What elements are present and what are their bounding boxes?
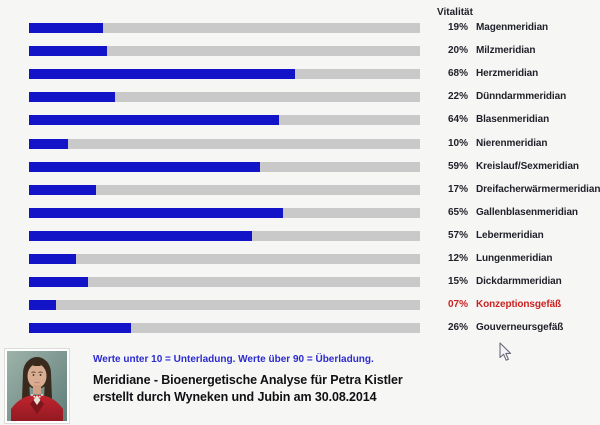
vitality-percent-label: 57% xyxy=(447,230,468,241)
report-title-line2: erstellt durch Wyneken und Jubin am 30.0… xyxy=(93,389,377,404)
meridian-name-label: Kreislauf/Sexmeridian xyxy=(476,161,579,172)
meridian-rows: 19% Magenmeridian 20% Milzmeridian 68% H… xyxy=(29,22,600,333)
meridian-name-label: Dickdarmmeridian xyxy=(476,276,562,287)
vitality-percent-label: 26% xyxy=(447,322,468,333)
bar-fill xyxy=(29,254,76,264)
meridian-name-label: Blasenmeridian xyxy=(476,114,550,125)
bar-fill xyxy=(29,208,284,218)
meridian-name-label: Lungenmeridian xyxy=(476,253,553,264)
bar-fill xyxy=(29,139,69,149)
meridian-name-label: Dreifacherwärmermeridian xyxy=(476,184,600,195)
bar-track xyxy=(29,185,420,195)
meridian-name-label: Gouverneursgefäß xyxy=(476,322,564,333)
bar-track xyxy=(29,231,420,241)
vitality-percent-label: 59% xyxy=(447,161,468,172)
mouse-cursor-icon xyxy=(499,342,512,361)
meridian-name-label: Milzmeridian xyxy=(476,45,536,56)
vitality-column-header: Vitalität xyxy=(437,7,473,18)
vitality-percent-label: 68% xyxy=(447,68,468,79)
bar-track xyxy=(29,277,420,287)
vitality-percent-label: 20% xyxy=(447,45,468,56)
bar-fill xyxy=(29,162,260,172)
meridian-name-label: Herzmeridian xyxy=(476,68,539,79)
meridian-name-label: Lebermeridian xyxy=(476,230,544,241)
meridian-name-label: Gallenblasenmeridian xyxy=(476,207,578,218)
vitality-percent-label: 15% xyxy=(447,276,468,287)
bar-track xyxy=(29,208,420,218)
bar-fill xyxy=(29,23,104,33)
bar-fill xyxy=(29,46,108,56)
vitality-percent-label: 19% xyxy=(447,22,468,33)
bar-track xyxy=(29,23,420,33)
bar-track xyxy=(29,46,420,56)
bar-track xyxy=(29,300,420,310)
bar-fill xyxy=(29,300,57,310)
vitality-percent-label: 12% xyxy=(447,253,468,264)
bar-track xyxy=(29,254,420,264)
bar-fill xyxy=(29,185,96,195)
bar-fill xyxy=(29,115,280,125)
vitality-percent-label: 64% xyxy=(447,114,468,125)
meridian-name-label: Konzeptionsgefäß xyxy=(476,299,562,310)
bar-track xyxy=(29,92,420,102)
bar-track xyxy=(29,69,420,79)
bar-track xyxy=(29,323,420,333)
bar-track xyxy=(29,139,420,149)
vitality-percent-label: 65% xyxy=(447,207,468,218)
patient-photo xyxy=(4,348,70,424)
vitality-percent-label: 07% xyxy=(447,299,468,310)
vitality-percent-label: 10% xyxy=(447,138,468,149)
vitality-percent-label: 17% xyxy=(447,184,468,195)
meridian-name-label: Dünndarmmeridian xyxy=(476,91,567,102)
bar-track xyxy=(29,162,420,172)
bar-fill xyxy=(29,92,115,102)
bar-fill xyxy=(29,231,252,241)
bar-track xyxy=(29,115,420,125)
bar-fill xyxy=(29,277,88,287)
report-title-line1: Meridiane - Bioenergetische Analyse für … xyxy=(93,373,403,387)
threshold-note: Werte unter 10 = Unterladung. Werte über… xyxy=(93,354,374,365)
portrait-of-woman-image xyxy=(7,351,67,421)
meridian-name-label: Nierenmeridian xyxy=(476,138,548,149)
vitality-percent-label: 22% xyxy=(447,91,468,102)
meridian-name-label: Magenmeridian xyxy=(476,22,549,33)
bar-fill xyxy=(29,323,131,333)
bar-fill xyxy=(29,69,295,79)
report-title: Meridiane - Bioenergetische Analyse für … xyxy=(93,372,403,405)
